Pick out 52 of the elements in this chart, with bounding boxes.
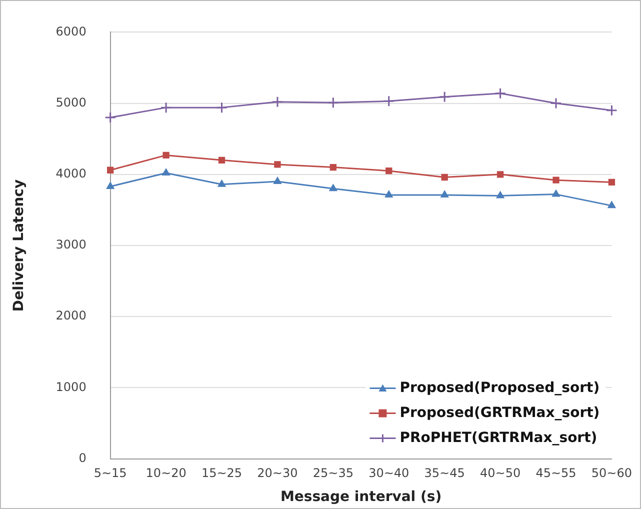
x-tick-label: 15~25	[201, 466, 242, 480]
point	[272, 96, 284, 108]
y-tick-label: 3000	[56, 238, 86, 252]
y-tick-label: 6000	[56, 24, 86, 38]
x-axis-title: Message interval (s)	[280, 489, 442, 506]
point	[383, 95, 395, 107]
point	[494, 88, 506, 100]
point	[106, 182, 114, 189]
y-tick-label: 2000	[56, 308, 86, 323]
legend-label: Proposed(Proposed_sort)	[400, 380, 600, 396]
point	[327, 96, 339, 108]
point	[162, 152, 170, 159]
point	[160, 102, 172, 114]
x-tick-label: 10~20	[146, 466, 186, 480]
point	[274, 161, 281, 168]
point	[218, 156, 226, 164]
point	[440, 190, 449, 198]
point	[329, 184, 338, 192]
point	[162, 168, 170, 176]
y-axis-title: Delivery Latency	[11, 179, 28, 312]
point	[552, 176, 560, 184]
x-tick-label: 25~35	[312, 466, 354, 480]
point	[386, 168, 392, 174]
legend-label: Proposed(GRTRMax_sort)	[400, 404, 600, 421]
x-tick-label: 35~45	[424, 466, 465, 480]
y-tick-label: 4000	[56, 166, 86, 181]
point	[107, 166, 114, 174]
x-tick-label: 5~15	[94, 466, 127, 480]
point	[330, 164, 336, 171]
x-tick-label: 30~40	[368, 466, 410, 480]
legend-label: PRoPHET(GRTRMax_sort)	[400, 430, 598, 446]
point	[550, 98, 562, 110]
x-tick-label: 40~50	[480, 466, 521, 480]
point	[608, 178, 616, 186]
point	[441, 174, 448, 181]
y-tick-label: 5000	[56, 95, 86, 110]
point	[496, 191, 504, 198]
point	[608, 201, 616, 208]
point	[606, 104, 618, 116]
point	[384, 190, 393, 198]
x-tick-label: 50~60	[591, 466, 632, 480]
point	[273, 177, 282, 184]
point	[552, 190, 560, 197]
x-tick-label: 45~55	[536, 466, 576, 480]
x-tick-label: 20~30	[257, 466, 298, 480]
point	[218, 180, 226, 187]
point	[496, 171, 504, 178]
y-tick-label: 1000	[56, 380, 86, 394]
point	[104, 112, 116, 124]
y-tick-label: 0	[78, 450, 86, 465]
point	[438, 91, 450, 103]
point	[216, 102, 228, 114]
